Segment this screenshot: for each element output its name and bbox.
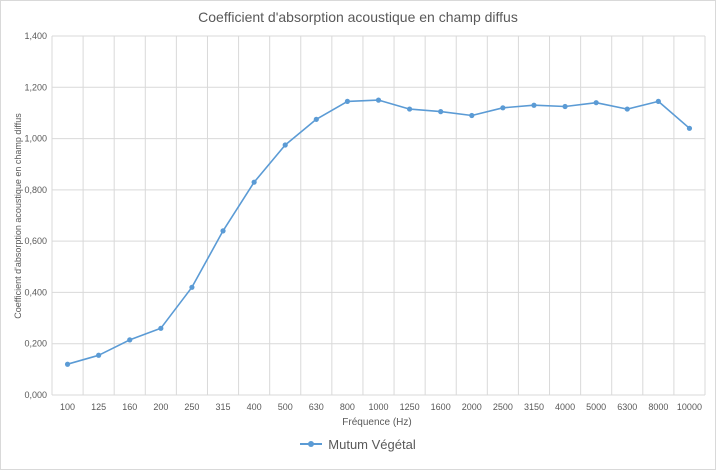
y-tick-label: 0,800 bbox=[24, 185, 47, 195]
series-mutum-vegetal bbox=[64, 97, 693, 367]
data-point[interactable] bbox=[189, 284, 195, 290]
data-point[interactable] bbox=[593, 100, 599, 106]
data-point[interactable] bbox=[158, 325, 164, 331]
data-point[interactable] bbox=[344, 98, 351, 104]
x-tick-label: 1600 bbox=[431, 402, 451, 412]
legend-entry[interactable]: Mutum Végétal bbox=[300, 436, 416, 452]
data-point[interactable] bbox=[624, 106, 630, 112]
y-tick-label: 0,000 bbox=[24, 390, 47, 400]
data-point[interactable] bbox=[64, 361, 71, 367]
data-point[interactable] bbox=[500, 105, 506, 111]
y-tick-label: 0,200 bbox=[24, 339, 47, 349]
y-tick-label: 1,400 bbox=[24, 31, 47, 41]
x-tick-label: 315 bbox=[216, 402, 231, 412]
x-tick-label: 10000 bbox=[677, 402, 702, 412]
x-tick-label: 1250 bbox=[400, 402, 420, 412]
legend-marker-icon bbox=[300, 439, 323, 449]
data-point[interactable] bbox=[531, 102, 537, 108]
data-point[interactable] bbox=[655, 98, 661, 104]
y-tick-label: 1,200 bbox=[24, 82, 47, 92]
x-tick-label: 4000 bbox=[555, 402, 575, 412]
x-tick-label: 800 bbox=[340, 402, 355, 412]
x-tick-label: 1000 bbox=[368, 402, 388, 412]
x-tick-label: 100 bbox=[60, 402, 75, 412]
x-tick-label: 6300 bbox=[617, 402, 637, 412]
data-point[interactable] bbox=[282, 142, 288, 148]
data-point[interactable] bbox=[96, 352, 102, 358]
y-tick-label: 0,600 bbox=[24, 236, 47, 246]
x-tick-label: 5000 bbox=[586, 402, 606, 412]
y-tick-label: 1,000 bbox=[24, 134, 47, 144]
y-tick-labels: 0,000 0,200 0,400 0,600 0,800 1,000 1,200 1,400 bbox=[24, 31, 47, 400]
x-tick-label: 630 bbox=[309, 402, 324, 412]
x-tick-label: 2000 bbox=[462, 402, 482, 412]
x-tick-labels: 100 125 160 200 250 315 400 500 630 800 1000 1250 16… bbox=[60, 402, 702, 412]
chart-title: Coefficient d'absorption acoustique en c… bbox=[198, 9, 518, 25]
legend-label: Mutum Végétal bbox=[328, 436, 416, 452]
data-point[interactable] bbox=[313, 116, 319, 122]
data-point[interactable] bbox=[438, 109, 444, 115]
data-point[interactable] bbox=[562, 103, 568, 110]
y-axis-label: Coefficient d'absorption acoustique en c… bbox=[13, 113, 23, 319]
x-tick-label: 400 bbox=[247, 402, 262, 412]
x-tick-label: 160 bbox=[122, 402, 137, 412]
series-line bbox=[67, 99, 691, 365]
data-point[interactable] bbox=[686, 125, 693, 131]
data-point[interactable] bbox=[127, 337, 133, 343]
x-tick-label: 500 bbox=[278, 402, 293, 412]
y-tick-label: 0,400 bbox=[24, 287, 47, 297]
legend: Mutum Végétal bbox=[0, 434, 716, 454]
x-tick-label: 2500 bbox=[493, 402, 513, 412]
x-tick-label: 3150 bbox=[524, 402, 544, 412]
data-point[interactable] bbox=[406, 106, 413, 112]
data-point[interactable] bbox=[469, 112, 475, 119]
gridlines bbox=[51, 35, 706, 396]
data-point[interactable] bbox=[251, 179, 257, 185]
x-tick-label: 125 bbox=[91, 402, 106, 412]
data-point[interactable] bbox=[375, 97, 382, 103]
x-tick-label: 8000 bbox=[648, 402, 668, 412]
x-tick-label: 250 bbox=[184, 402, 199, 412]
x-axis-label: Fréquence (Hz) bbox=[342, 417, 411, 428]
x-tick-label: 200 bbox=[153, 402, 168, 412]
data-point[interactable] bbox=[220, 228, 226, 234]
